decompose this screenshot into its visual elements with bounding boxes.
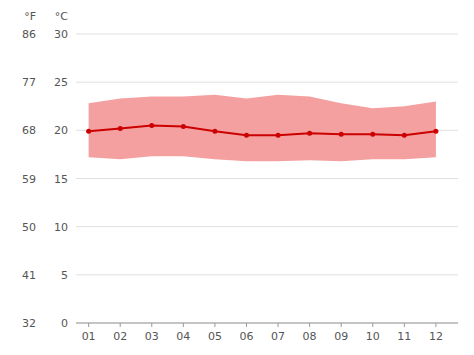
x-tick-label: 06 <box>239 330 253 343</box>
y2-tick-label: 41 <box>22 269 36 282</box>
x-tick-label: 07 <box>271 330 285 343</box>
y-tick-label: 30 <box>54 28 68 41</box>
grid-line <box>76 226 458 227</box>
x-tick <box>341 323 342 327</box>
y2-tick-label: 86 <box>22 28 36 41</box>
point <box>118 126 123 131</box>
x-tick <box>435 323 436 327</box>
grid-line <box>76 178 458 179</box>
point <box>339 132 344 137</box>
y2-tick-label: 77 <box>22 76 36 89</box>
x-tick-label: 05 <box>208 330 222 343</box>
point <box>149 123 154 128</box>
grid-line <box>76 34 458 35</box>
y2-axis-label: °F <box>24 10 36 23</box>
grid-line <box>76 82 458 83</box>
plot-area <box>86 95 438 161</box>
x-tick-label: 03 <box>145 330 159 343</box>
y-tick-label: 0 <box>61 317 68 330</box>
x-tick <box>404 323 405 327</box>
x-tick-label: 01 <box>82 330 96 343</box>
point <box>212 129 217 134</box>
x-axis-line <box>76 323 458 324</box>
x-tick-label: 12 <box>429 330 443 343</box>
y2-tick-label: 68 <box>22 124 36 137</box>
x-tick <box>120 323 121 327</box>
x-tick-label: 09 <box>334 330 348 343</box>
x-tick <box>372 323 373 327</box>
x-tick <box>278 323 279 327</box>
y-axis-label: °C <box>55 10 69 23</box>
point <box>307 131 312 136</box>
x-tick-label: 02 <box>113 330 127 343</box>
x-tick <box>214 323 215 327</box>
x-tick <box>309 323 310 327</box>
point <box>181 124 186 129</box>
x-tick <box>151 323 152 327</box>
y-tick-label: 5 <box>61 269 68 282</box>
point <box>276 133 281 138</box>
y2-tick-label: 32 <box>22 317 36 330</box>
x-tick <box>246 323 247 327</box>
x-tick <box>88 323 89 327</box>
y-tick-label: 10 <box>54 221 68 234</box>
average-line <box>89 126 436 136</box>
x-tick-label: 08 <box>303 330 317 343</box>
point <box>86 129 91 134</box>
point <box>433 129 438 134</box>
temperature-band <box>89 95 436 161</box>
x-tick <box>183 323 184 327</box>
y2-tick-label: 50 <box>22 221 36 234</box>
y-tick-label: 15 <box>54 173 68 186</box>
chart: 05101520253032415059687786°C°F0102030405… <box>0 0 474 355</box>
y-tick-label: 20 <box>54 124 68 137</box>
grid-line <box>76 323 458 324</box>
x-tick-label: 11 <box>397 330 411 343</box>
grid-line <box>76 274 458 275</box>
point <box>244 133 249 138</box>
y2-tick-label: 59 <box>22 173 36 186</box>
grid <box>76 34 458 323</box>
x-tick-label: 04 <box>176 330 190 343</box>
x-tick-label: 10 <box>366 330 380 343</box>
y-tick-label: 25 <box>54 76 68 89</box>
point <box>370 132 375 137</box>
point <box>402 133 407 138</box>
